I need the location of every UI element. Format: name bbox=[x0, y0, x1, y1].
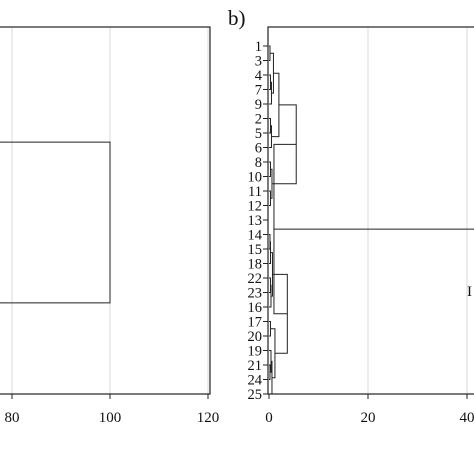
panel-b-annotation: I bbox=[467, 284, 472, 300]
panel-a: 80 100 120 bbox=[0, 26, 220, 426]
panel-b-x-tick-label: 40 bbox=[460, 410, 474, 426]
panel-b-link bbox=[269, 74, 271, 90]
panel-a-frame bbox=[0, 26, 211, 395]
panel-b-leaf-label: 10 bbox=[248, 170, 263, 186]
panel-b-leaf-label: 15 bbox=[248, 242, 263, 258]
panel-b-link bbox=[269, 161, 271, 177]
panel-b-leaf-label: 14 bbox=[248, 228, 263, 244]
panel-b-leaf-labels: 1347925681011121314151822231617201921242… bbox=[248, 39, 268, 403]
panel-b-leaf-label: 24 bbox=[248, 373, 263, 389]
panel-b-link bbox=[269, 190, 271, 206]
panel-b-leaf-label: 23 bbox=[248, 286, 263, 302]
panel-a-x-tick-label: 100 bbox=[99, 410, 122, 426]
panel-b-leaf-label: 2 bbox=[255, 112, 262, 128]
panel-b-leaf-label: 17 bbox=[248, 315, 263, 331]
panel-b-leaf-label: 5 bbox=[255, 126, 262, 142]
panel-b-leaf-label: 20 bbox=[248, 329, 263, 345]
panel-b-leaf-label: 11 bbox=[248, 184, 262, 200]
panel-b-x-axis: 0 20 40 bbox=[265, 394, 474, 426]
panel-a-x-tick-label: 120 bbox=[197, 410, 220, 426]
panel-b-x-tick-label: 20 bbox=[361, 410, 376, 426]
panel-b-leaf-label: 12 bbox=[248, 199, 263, 215]
panel-b-leaf-label: 6 bbox=[255, 141, 262, 157]
panel-b-link bbox=[269, 321, 271, 337]
panel-b-link bbox=[271, 72, 280, 138]
panel-b-link bbox=[269, 234, 271, 250]
panel-b-leaf-label: 3 bbox=[255, 54, 262, 70]
panel-b-leaf-label: 8 bbox=[255, 155, 262, 171]
panel-b-leaf-label: 16 bbox=[248, 300, 263, 316]
panel-b-leaf-label: 7 bbox=[255, 83, 262, 99]
panel-b-leaf-label: 25 bbox=[248, 387, 263, 403]
panel-a-x-tick-label: 80 bbox=[5, 410, 20, 426]
panel-b-links bbox=[269, 45, 474, 395]
panel-b-leaf-label: 19 bbox=[248, 344, 263, 360]
panel-b-link bbox=[269, 45, 271, 61]
panel-b-leaf-label: 22 bbox=[248, 271, 263, 287]
panel-b-leaf-label: 9 bbox=[255, 97, 262, 113]
panel-b-frame bbox=[267, 26, 474, 395]
panel-a-x-axis: 80 100 120 bbox=[5, 394, 220, 426]
panel-b-link bbox=[269, 277, 271, 293]
panel-b-x-tick-label: 0 bbox=[265, 410, 273, 426]
panel-a-links bbox=[0, 141, 111, 304]
panel-b-label: b) bbox=[228, 6, 246, 30]
panel-b-leaf-label: 13 bbox=[248, 213, 263, 229]
panel-b-leaf-label: 21 bbox=[248, 358, 263, 374]
panel-b-link bbox=[269, 118, 271, 134]
panel-b-leaf-label: 4 bbox=[255, 68, 263, 84]
panel-a-link bbox=[0, 141, 111, 304]
panel-b-grid bbox=[367, 27, 468, 394]
panel-b: b) 1347925681011121314151822231617201921… bbox=[228, 6, 474, 426]
panel-b-link bbox=[269, 364, 271, 380]
panel-b-leaf-label: 1 bbox=[255, 39, 262, 55]
panel-b-leaf-label: 18 bbox=[248, 257, 263, 273]
